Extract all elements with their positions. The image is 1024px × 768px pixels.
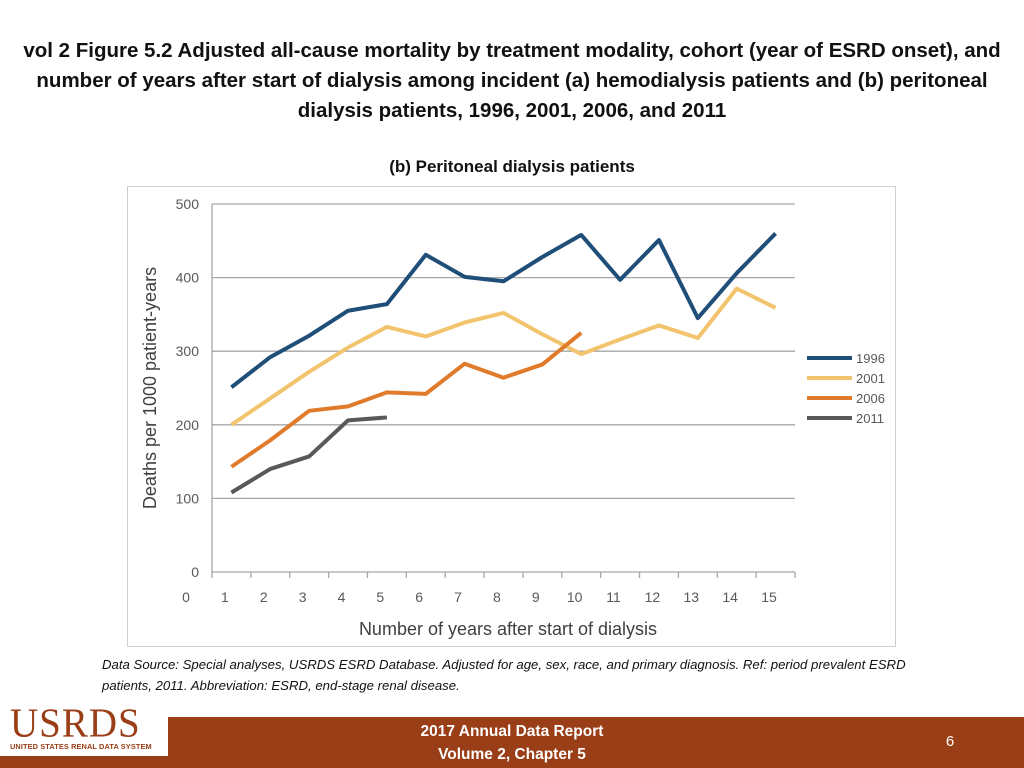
series-line-2001 — [230, 286, 777, 427]
x-tick-label: 15 — [761, 589, 777, 605]
slide-title: vol 2 Figure 5.2 Adjusted all-cause mort… — [23, 39, 1001, 122]
legend-label-2011: 2011 — [856, 411, 884, 426]
x-axis-label: Number of years after start of dialysis — [359, 619, 657, 639]
footer-volume: Volume 2, Chapter 5 — [438, 746, 586, 763]
series-line-1996 — [230, 232, 777, 389]
x-tick-label: 12 — [645, 589, 661, 605]
legend-label-1996: 1996 — [856, 351, 885, 366]
x-tick-label: 7 — [454, 589, 462, 605]
y-tick-label: 500 — [176, 196, 200, 212]
y-tick-label: 0 — [191, 564, 199, 580]
chart-title: (b) Peritoneal dialysis patients — [389, 157, 635, 176]
x-tick-label: 6 — [415, 589, 423, 605]
source-note: Data Source: Special analyses, USRDS ESR… — [102, 657, 906, 693]
y-tick-label: 300 — [176, 343, 200, 359]
x-tick-label: 11 — [606, 589, 621, 605]
x-tick-label: 14 — [722, 589, 738, 605]
x-tick-label: 5 — [376, 589, 384, 605]
y-tick-label: 400 — [176, 270, 200, 286]
series-layer — [230, 232, 777, 495]
y-tick-label: 100 — [176, 490, 200, 506]
footer-report-title: 2017 Annual Data Report — [420, 723, 604, 740]
x-tick-label: 0 — [182, 589, 190, 605]
y-axis-label: Deaths per 1000 patient-years — [140, 267, 160, 509]
logo-subtext: UNITED STATES RENAL DATA SYSTEM — [10, 742, 152, 751]
series-line-2011 — [230, 415, 388, 495]
y-tick-label: 200 — [176, 417, 200, 433]
x-tick-label: 10 — [567, 589, 583, 605]
x-tick-label: 8 — [493, 589, 501, 605]
legend-label-2006: 2006 — [856, 391, 885, 406]
legend-label-2001: 2001 — [856, 371, 885, 386]
x-tick-label: 3 — [299, 589, 307, 605]
footer-text: 2017 Annual Data Report Volume 2, Chapte… — [312, 720, 712, 766]
usrds-logo: USRDS UNITED STATES RENAL DATA SYSTEM — [0, 702, 168, 756]
grid-layer — [212, 203, 795, 500]
x-tick-label: 1 — [221, 589, 229, 605]
legend-layer: 1996 2001 2006 2011 — [807, 351, 885, 426]
footer-bar — [0, 717, 1024, 768]
x-tick-label: 2 — [260, 589, 268, 605]
x-tick-label: 13 — [683, 589, 699, 605]
page-number: 6 — [945, 733, 955, 750]
x-tick-label: 9 — [532, 589, 540, 605]
chart-frame: 0 100 200 300 400 500 0 1 2 3 4 5 6 7 8 9 10 11 12 13 14 15 1… — [127, 186, 896, 647]
x-tick-label: 4 — [338, 589, 346, 605]
series-line-2006 — [230, 331, 583, 469]
logo-wordmark: USRDS — [10, 700, 141, 747]
